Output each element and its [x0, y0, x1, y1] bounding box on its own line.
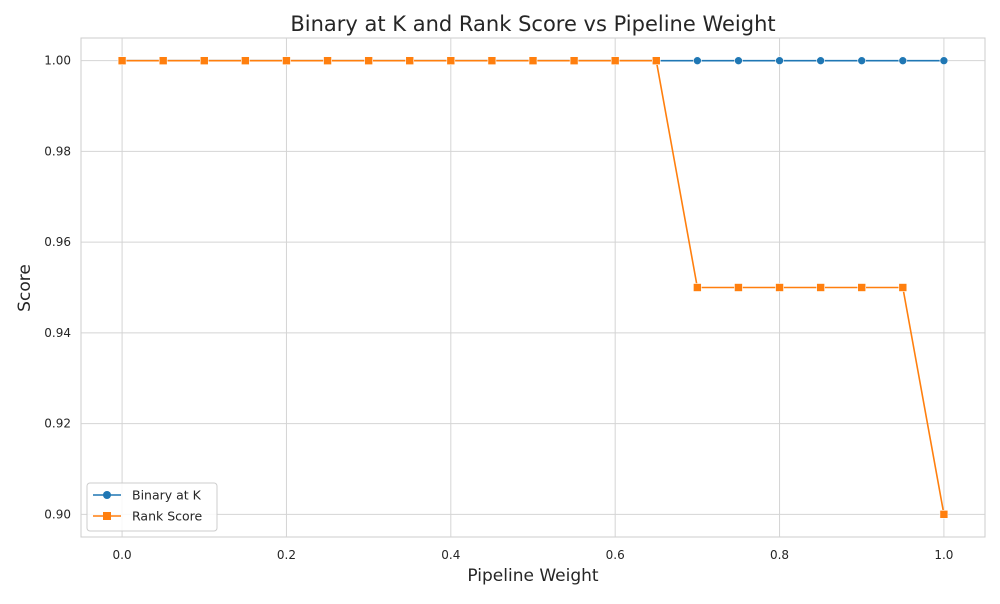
legend-swatch-marker [103, 491, 111, 499]
y-tick-label: 0.90 [44, 507, 71, 521]
data-point-rank-score [405, 56, 415, 65]
series-rank-score [117, 56, 949, 519]
y-tick-label: 0.96 [44, 235, 71, 249]
x-tick-label: 0.8 [770, 548, 789, 562]
data-point-rank-score [569, 56, 579, 65]
y-tick-label: 1.00 [44, 54, 71, 68]
data-point-rank-score [693, 283, 702, 292]
y-tick-label: 0.92 [44, 417, 71, 431]
grid [81, 38, 985, 537]
x-tick-label: 0.4 [441, 548, 460, 562]
data-point-rank-score [775, 283, 784, 292]
data-point-rank-score [241, 56, 250, 65]
y-tick-label: 0.98 [44, 144, 71, 158]
series [117, 56, 949, 519]
data-point-rank-score [364, 56, 373, 65]
data-point-binary-at-k [816, 56, 825, 65]
y-axis-label: Score [15, 264, 35, 312]
legend-label: Binary at K [132, 488, 202, 503]
x-tick-label: 0.0 [113, 548, 132, 562]
legend-label: Rank Score [132, 509, 203, 524]
data-point-rank-score [117, 56, 127, 65]
y-tick-label: 0.94 [44, 326, 71, 340]
chart-title: Binary at K and Rank Score vs Pipeline W… [290, 12, 775, 36]
data-point-binary-at-k [693, 56, 702, 65]
data-point-rank-score [446, 56, 456, 65]
data-point-rank-score [610, 56, 620, 65]
data-point-rank-score [651, 56, 661, 65]
tick-labels: 0.0 0.2 0.4 0.6 0.8 1.0 0.90 0.92 0.94 0.96 0.98 1.… [44, 54, 953, 562]
data-point-binary-at-k [734, 56, 743, 65]
data-point-binary-at-k [898, 56, 908, 65]
legend-item-binary-at-k: Binary at K [93, 488, 202, 503]
legend-item-rank-score: Rank Score [93, 509, 203, 524]
data-point-rank-score [857, 283, 867, 292]
data-point-rank-score [282, 56, 291, 65]
data-point-rank-score [487, 56, 497, 65]
x-axis-label: Pipeline Weight [467, 566, 598, 586]
data-point-binary-at-k [939, 56, 949, 65]
x-tick-label: 0.2 [277, 548, 296, 562]
x-tick-label: 0.6 [606, 548, 625, 562]
data-point-rank-score [528, 56, 538, 65]
data-point-rank-score [816, 283, 825, 292]
legend: Binary at K Rank Score [86, 482, 218, 532]
x-tick-label: 1.0 [934, 548, 953, 562]
data-point-rank-score [199, 56, 209, 65]
data-point-rank-score [158, 56, 168, 65]
data-point-binary-at-k [775, 56, 784, 65]
data-point-rank-score [898, 283, 908, 292]
legend-swatch-marker [103, 512, 111, 520]
data-point-rank-score [323, 56, 332, 65]
data-point-binary-at-k [857, 56, 867, 65]
data-point-rank-score [939, 510, 949, 519]
data-point-rank-score [734, 283, 743, 292]
